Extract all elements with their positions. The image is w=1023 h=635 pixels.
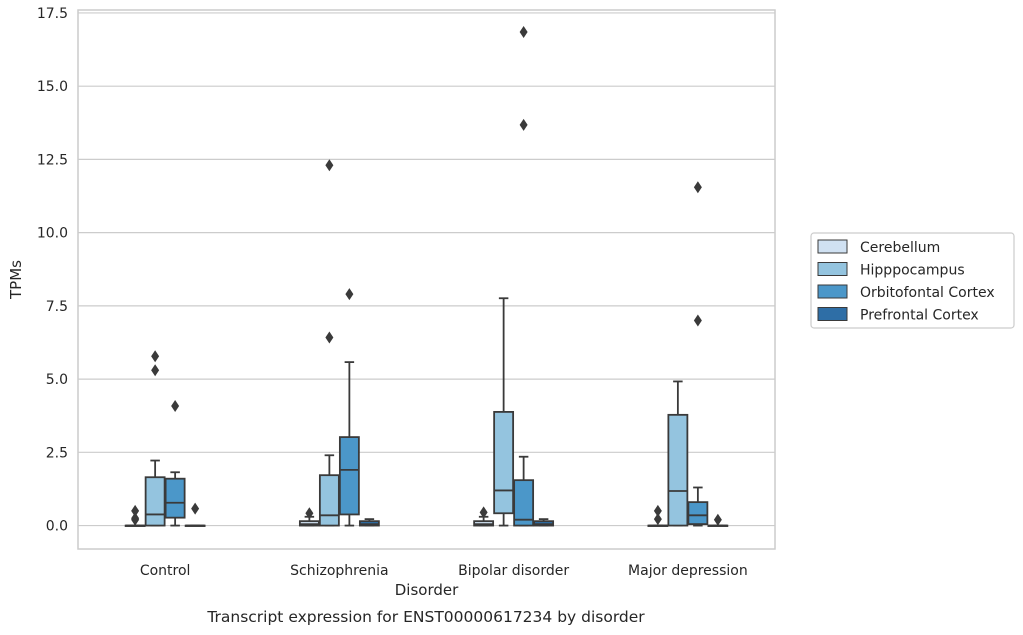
box-prefrontal-cortex-major-depression [707, 513, 729, 527]
outlier-point [151, 350, 160, 363]
outlier-point [171, 400, 180, 413]
outlier-point [693, 314, 702, 327]
outlier-point [519, 25, 528, 38]
x-tick-label: Control [140, 563, 191, 579]
outlier-point [305, 507, 314, 520]
box-cerebellum-control [124, 504, 146, 527]
outlier-point [519, 118, 528, 131]
outlier-point [151, 364, 160, 377]
box-hipppocampus-major-depression [667, 380, 689, 527]
box-iqr [164, 477, 186, 519]
box-hipppocampus-control [144, 350, 166, 527]
outlier-point [693, 181, 702, 194]
legend-swatch [817, 262, 848, 276]
x-tick-label: Schizophrenia [290, 563, 388, 579]
y-tick-label: 10.0 [37, 226, 68, 242]
y-tick-label: 17.5 [37, 6, 68, 22]
legend: Cerebellum Hipppocampus Orbitofontal Corte… [810, 232, 1015, 329]
box-prefrontal-cortex-control [184, 502, 206, 527]
legend-label: Orbitofontal Cortex [860, 285, 995, 301]
legend-label: Hipppocampus [860, 263, 965, 279]
box-iqr [493, 411, 515, 515]
y-axis-label: TPMs [7, 260, 25, 300]
box-prefrontal-cortex-schizophrenia [358, 518, 380, 527]
box-iqr [318, 474, 340, 527]
legend-label: Prefrontal Cortex [860, 308, 979, 324]
box-orbitofontal-cortex-schizophrenia [338, 288, 360, 527]
outlier-point [479, 506, 488, 519]
outlier-point [325, 159, 334, 172]
legend-swatch [817, 239, 848, 254]
y-tick-label: 15.0 [37, 79, 68, 95]
y-tick-label: 12.5 [37, 152, 68, 168]
box-cerebellum-major-depression [647, 504, 669, 527]
box-orbitofontal-cortex-major-depression [687, 181, 709, 527]
chart-caption: Transcript expression for ENST0000061723… [206, 608, 645, 626]
y-tick-label: 7.5 [46, 299, 68, 315]
x-tick-label: Major depression [628, 563, 748, 579]
box-iqr [687, 501, 709, 526]
x-axis-label: Disorder [395, 581, 459, 599]
box-iqr [667, 413, 689, 527]
outlier-point [325, 331, 334, 344]
outlier-point [653, 513, 662, 526]
y-tick-label: 2.5 [46, 445, 68, 461]
y-tick-label: 5.0 [46, 372, 68, 388]
box-iqr [144, 476, 166, 527]
outlier-point [345, 288, 354, 301]
y-tick-labels: 0.0 2.5 5.0 7.5 10.0 12.5 15.0 17.5 [37, 6, 68, 535]
x-tick-labels: Control Schizophrenia Bipolar disorder Majo… [140, 563, 748, 579]
box-series [124, 25, 729, 527]
outlier-point [713, 513, 722, 526]
box-prefrontal-cortex-bipolar-disorder [533, 518, 555, 527]
outlier-point [653, 504, 662, 517]
box-orbitofontal-cortex-control [164, 400, 186, 527]
y-tick-label: 0.0 [46, 519, 68, 535]
plot-area [77, 9, 776, 550]
legend-swatch [817, 307, 848, 321]
legend-frame [810, 232, 1015, 329]
legend-swatch [817, 284, 848, 299]
box-hipppocampus-bipolar-disorder [493, 297, 515, 527]
outlier-point [131, 504, 140, 517]
box-iqr [338, 436, 360, 516]
box-cerebellum-schizophrenia [298, 507, 320, 527]
outlier-point [191, 502, 200, 515]
box-iqr [513, 479, 535, 527]
legend-label: Cerebellum [860, 240, 940, 256]
box-hipppocampus-schizophrenia [318, 159, 340, 527]
outlier-point [131, 512, 140, 525]
box-cerebellum-bipolar-disorder [473, 506, 495, 527]
x-tick-label: Bipolar disorder [458, 563, 569, 579]
box-orbitofontal-cortex-bipolar-disorder [513, 25, 535, 527]
